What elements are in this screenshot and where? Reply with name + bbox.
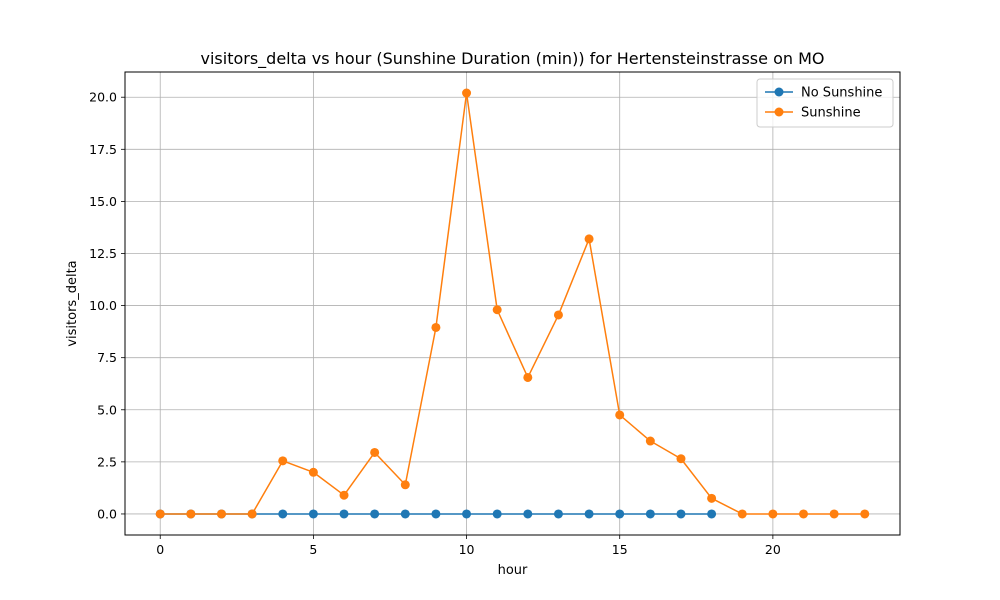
y-axis-label: visitors_delta <box>65 260 80 346</box>
data-point <box>155 509 165 519</box>
y-tick-label: 17.5 <box>89 142 117 157</box>
data-point <box>370 509 380 519</box>
data-point <box>584 234 594 244</box>
x-tick-label: 20 <box>765 542 781 557</box>
grid <box>125 72 900 535</box>
data-point <box>370 447 380 457</box>
data-point <box>553 310 563 320</box>
legend-item: Sunshine <box>765 106 861 121</box>
data-point <box>492 509 502 519</box>
plot-frame <box>124 71 901 536</box>
data-point <box>308 467 318 477</box>
data-point <box>216 509 226 519</box>
data-point <box>676 454 686 464</box>
data-point <box>768 509 778 519</box>
ticks: 0 5 10 15 20 0.0 2.5 5.0 7.5 10.0 12.5 15.0 17.5 20.0 <box>89 90 781 557</box>
data-point <box>400 509 410 519</box>
data-point <box>462 88 472 98</box>
x-tick-label: 10 <box>459 542 475 557</box>
x-tick-label: 0 <box>156 542 164 557</box>
y-tick-label: 20.0 <box>89 90 117 105</box>
data-point <box>462 509 472 519</box>
y-tick-label: 7.5 <box>97 350 117 365</box>
data-point <box>523 372 533 382</box>
x-tick-label: 15 <box>612 542 628 557</box>
y-tick-label: 0.0 <box>97 506 117 521</box>
data-point <box>707 509 717 519</box>
data-point <box>308 509 318 519</box>
data-point <box>400 480 410 490</box>
legend-label: No Sunshine <box>801 86 882 101</box>
legend: No Sunshine Sunshine <box>756 78 894 128</box>
data-point <box>584 509 594 519</box>
data-point <box>737 509 747 519</box>
data-point <box>799 509 809 519</box>
data-point <box>553 509 563 519</box>
data-point <box>339 509 349 519</box>
data-point <box>278 509 288 519</box>
series-layer <box>155 88 870 519</box>
legend-item: No Sunshine <box>765 86 882 101</box>
x-tick-label: 5 <box>309 542 317 557</box>
data-point <box>615 410 625 420</box>
data-point <box>523 509 533 519</box>
legend-label: Sunshine <box>801 106 861 121</box>
data-point <box>860 509 870 519</box>
y-tick-label: 2.5 <box>97 454 117 469</box>
data-point <box>707 493 717 503</box>
x-axis-label: hour <box>498 563 528 578</box>
data-point <box>278 456 288 466</box>
chart-title: visitors_delta vs hour (Sunshine Duratio… <box>201 49 825 69</box>
legend-box <box>756 78 894 128</box>
data-point <box>615 509 625 519</box>
data-point <box>492 305 502 315</box>
data-point <box>186 509 196 519</box>
legend-marker <box>774 107 784 117</box>
series-line <box>160 92 865 515</box>
data-point <box>645 509 655 519</box>
data-point <box>247 509 257 519</box>
series-sunshine <box>155 88 870 519</box>
y-tick-label: 15.0 <box>89 194 117 209</box>
legend-marker <box>774 87 784 97</box>
data-point <box>431 322 441 332</box>
y-tick-label: 5.0 <box>97 402 117 417</box>
data-point <box>431 509 441 519</box>
y-tick-label: 10.0 <box>89 298 117 313</box>
data-point <box>829 509 839 519</box>
data-point <box>339 490 349 500</box>
y-tick-label: 12.5 <box>89 246 117 261</box>
data-point <box>645 436 655 446</box>
data-point <box>676 509 686 519</box>
